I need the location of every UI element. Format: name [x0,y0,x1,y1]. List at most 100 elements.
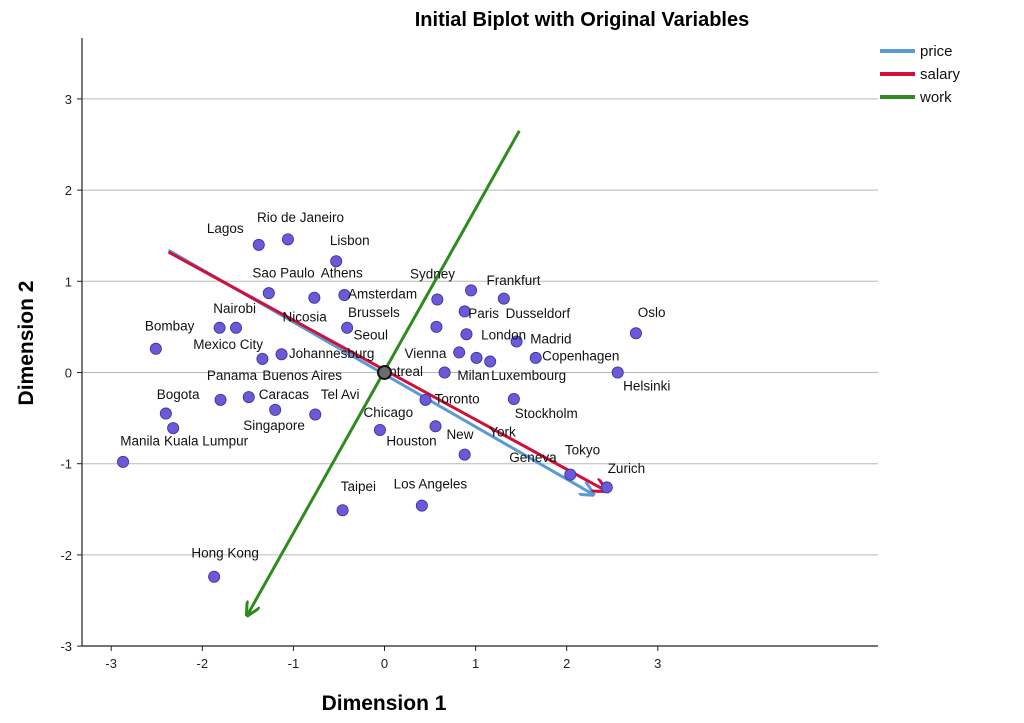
city-point [453,346,466,359]
city-point [341,321,354,334]
city-label: Kuala Lumpur [164,433,249,448]
city-point [465,284,478,297]
city-point [484,355,497,368]
x-tick-label: -1 [288,656,300,671]
x-tick-label: 1 [472,656,479,671]
city-label: Sydney [410,267,455,282]
city-label: Oslo [638,305,666,320]
y-tick-label: -2 [60,548,72,563]
city-label: Brussels [348,305,400,320]
city-point [230,321,243,334]
city-point [373,423,386,436]
y-tick-label: 2 [65,183,72,198]
city-point [510,335,523,348]
city-label: Milan [457,368,489,383]
x-tick-label: -2 [197,656,209,671]
city-label: Seoul [354,328,389,343]
city-label: Dusseldorf [506,306,571,321]
city-point [262,287,275,300]
axes [81,38,878,647]
city-label: Frankfurt [487,273,541,288]
city-label: Caracas [259,387,310,402]
city-point [338,288,351,301]
city-label: Buenos Aires [262,368,342,383]
city-point [242,391,255,404]
tick-labels: -3 -2 -1 0 1 2 3 -3 -2 -1 0 1 2 3 [60,92,661,671]
y-tick-label: 3 [65,92,72,107]
city-point [460,328,473,341]
x-tick-label: -3 [105,656,117,671]
city-points [117,233,642,583]
city-label: Tel Avi [321,387,360,402]
city-point [281,233,294,246]
city-label: Los Angeles [394,476,468,491]
city-label: Paris [468,306,499,321]
city-point [167,422,180,435]
origin-point [377,365,392,380]
x-axis-label: Dimension 1 [322,692,447,715]
city-label: Nicosia [282,309,327,324]
y-tick-label: -3 [60,639,72,654]
city-label: Taipei [341,479,376,494]
city-label: Mexico City [193,337,263,352]
city-label: Tokyo [565,443,600,458]
city-label: Houston [386,433,436,448]
city-label: Hong Kong [191,546,259,561]
city-point [438,366,451,379]
city-label: New [446,427,473,442]
x-tick-label: 0 [381,656,388,671]
city-point [275,348,288,361]
city-label: Bombay [145,319,195,334]
city-label: Lagos [207,221,244,236]
city-label: Madrid [530,331,571,346]
city-point [213,321,226,334]
city-point [629,327,642,340]
city-point [117,455,130,468]
city-point [419,393,432,406]
city-point [309,408,322,421]
city-label: Copenhagen [542,349,619,364]
city-point [470,351,483,364]
city-point [430,320,443,333]
city-label: Rio de Janeiro [257,210,344,225]
city-point [600,481,613,494]
city-point [214,393,227,406]
city-label: Manila [120,433,160,448]
city-label: Athens [321,266,363,281]
city-label: Lisbon [330,233,370,248]
city-point [252,238,265,251]
y-tick-label: 0 [65,366,72,381]
city-label: Zurich [608,461,646,476]
city-point [507,392,520,405]
city-point [256,352,269,365]
city-label: Helsinki [623,379,670,394]
city-point [159,407,172,420]
city-label: Chicago [364,405,414,420]
city-point [458,448,471,461]
price-legend-label: price [920,43,953,60]
city-label: Sao Paulo [252,266,314,281]
city-label: Johannesburg [289,346,375,361]
origin-marker [377,365,392,380]
city-label: ontreal [382,364,423,379]
city-point [429,420,442,433]
city-point [564,468,577,481]
city-label: Toronto [435,392,480,407]
city-point [149,342,162,355]
city-point [415,499,428,512]
gridlines [82,98,878,556]
city-point [308,291,321,304]
city-label: Amsterdam [348,287,417,302]
y-tick-label: -1 [60,457,72,472]
city-label: Panama [207,368,258,383]
work-legend-label: work [919,89,952,106]
city-point [269,403,282,416]
y-axis-label: Dimension 2 [15,281,38,406]
city-point [208,570,221,583]
city-point [431,293,444,306]
city-label: Luxembourg [491,368,566,383]
city-point [497,292,510,305]
x-tick-label: 3 [654,656,661,671]
city-label: Stockholm [515,406,578,421]
